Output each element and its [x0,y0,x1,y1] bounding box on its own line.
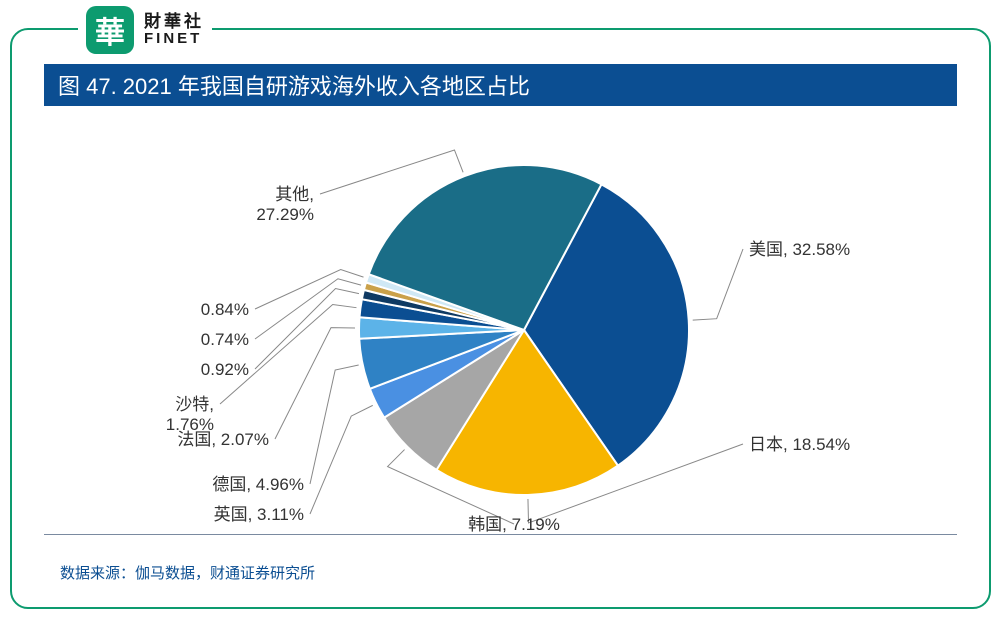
chart-title-bar: 图 47. 2021 年我国自研游戏海外收入各地区占比 [44,64,957,106]
slice-label-其他: 其他, [275,185,314,204]
brand-badge-char: 華 [95,8,125,52]
chart-title-text: 图 47. 2021 年我国自研游戏海外收入各地区占比 [58,69,530,101]
data-source-text: 伽马数据，财通证券研究所 [135,565,315,582]
brand-text: 財華社 FINET [144,13,204,47]
chart-area: 美国, 32.58% 日本, 18.54% 韩国, 7.19% 英国, 3.11% 德国… [44,110,957,535]
slice-label-u3: 0.84% [201,300,249,319]
leader-line [220,305,356,404]
leader-line [255,279,361,339]
slice-label-u1: 0.92% [201,360,249,379]
brand-name-cn: 財華社 [144,13,204,31]
slice-label-韩国: 韩国, 7.19% [468,515,560,534]
slice-label-英国: 英国, 3.11% [214,505,304,524]
slice-label-德国: 德国, 4.96% [212,475,304,494]
brand-badge: 華 [86,6,134,54]
slice-label-日本: 日本, 18.54% [749,435,850,454]
leader-line [255,270,363,309]
slice-label-u2: 0.74% [201,330,249,349]
slice-label-沙特: 1.76% [166,415,214,434]
brand-name-en: FINET [144,31,204,47]
leader-line [310,365,359,484]
slice-label-其他: 27.29% [256,205,314,224]
data-source-prefix: 数据来源： [60,565,135,582]
data-source: 数据来源：伽马数据，财通证券研究所 [60,562,315,583]
pie-chart: 美国, 32.58% 日本, 18.54% 韩国, 7.19% 英国, 3.11% 德国… [44,110,957,535]
slice-label-沙特: 沙特, [175,395,214,414]
leader-line [693,249,743,320]
chart-bottom-rule [44,534,957,535]
slice-label-美国: 美国, 32.58% [749,240,850,259]
leader-line [310,405,373,514]
leader-line [255,289,359,369]
brand-logo: 華 財華社 FINET [78,6,212,54]
